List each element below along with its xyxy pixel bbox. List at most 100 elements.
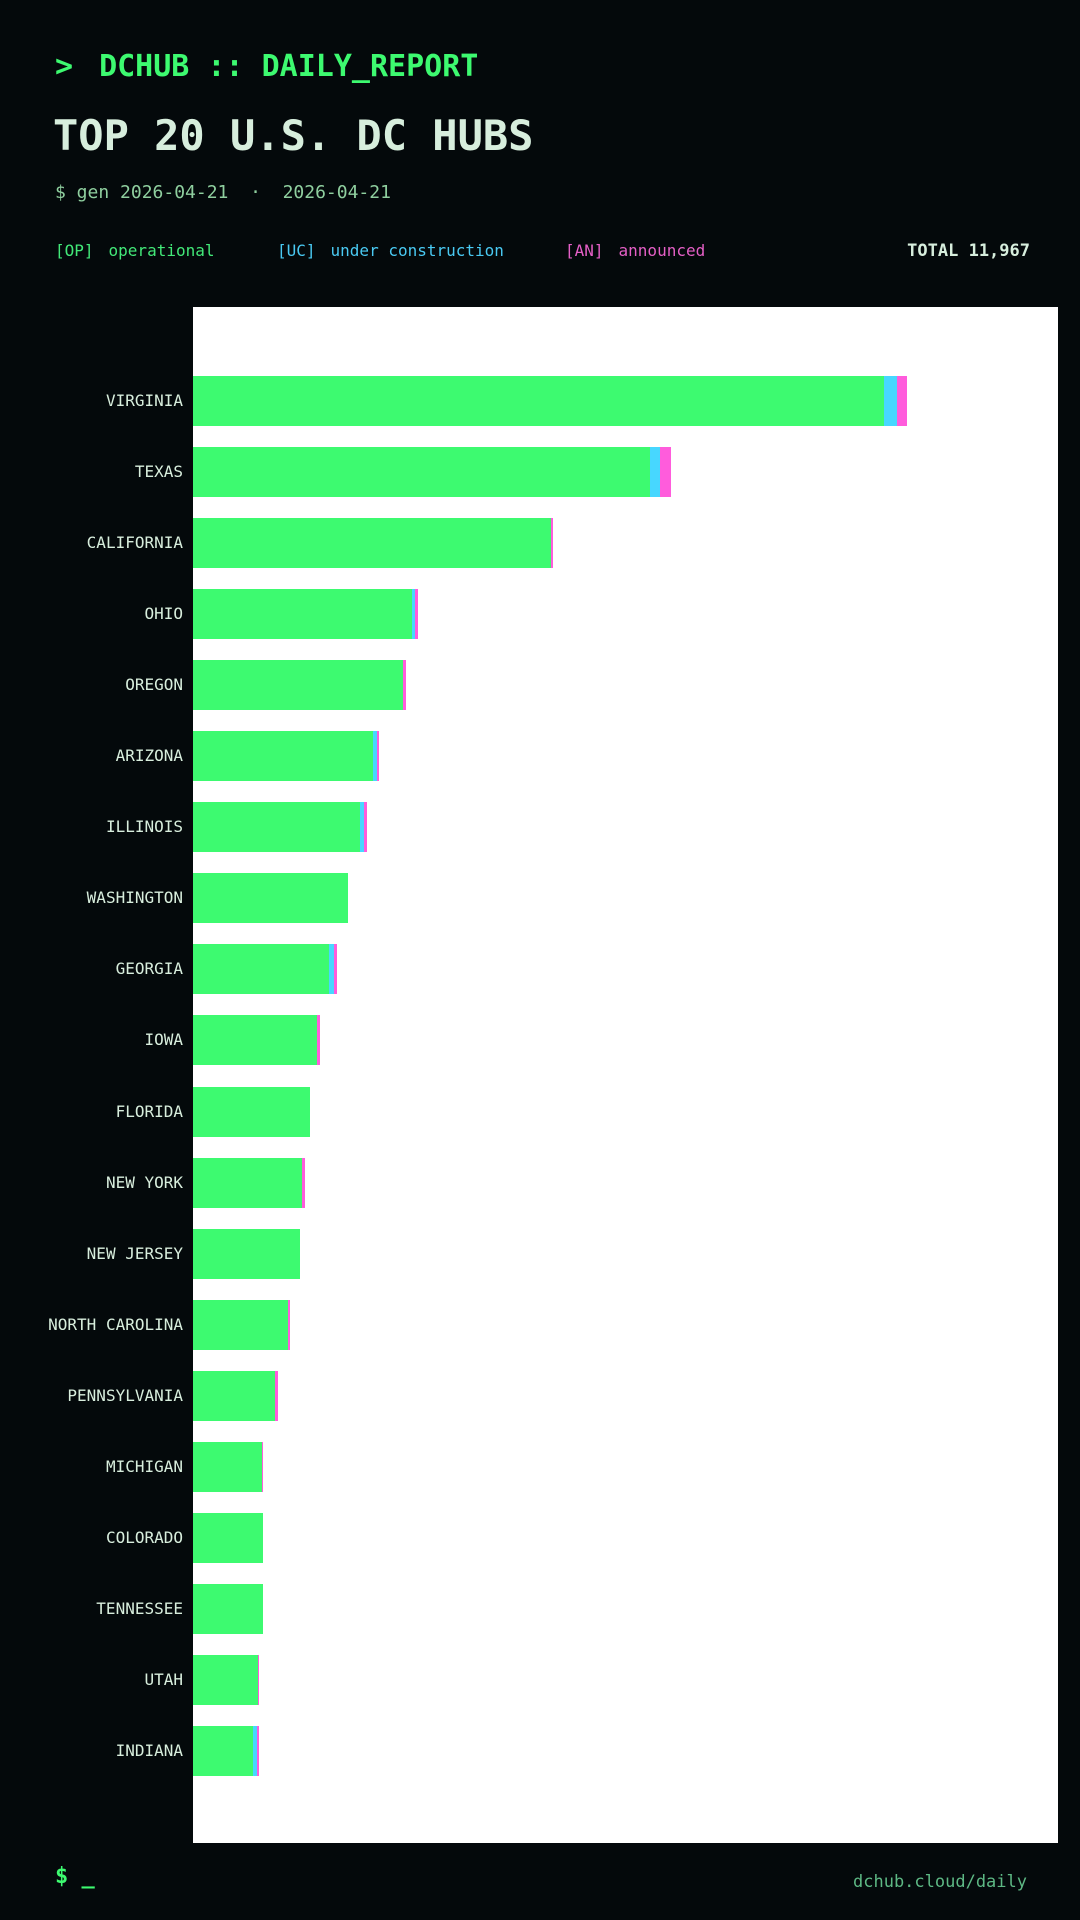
bar-tennessee [193,1584,263,1634]
category-label-oregon: OREGON [125,675,183,694]
bar-new-york [193,1158,305,1208]
category-label-new-jersey: NEW JERSEY [86,1244,183,1263]
category-label-virginia: VIRGINIA [105,391,183,410]
category-label-michigan: MICHIGAN [105,1457,183,1476]
bar-michigan [193,1442,263,1492]
category-label-pennsylvania: PENNSYLVANIA [67,1386,183,1405]
bar-segment-operational [193,1015,317,1065]
bar-segment-under-construction [253,1726,257,1776]
app-header: > DCHUB :: DAILY_REPORT [55,50,478,83]
bar-washington [193,873,348,923]
bar-florida [193,1087,310,1137]
legend-label: operational [108,241,215,260]
category-labels-panel: VIRGINIA TEXAS CALIFORNIA OHIO OREGON ARIZONA… [0,307,183,1843]
bar-segment-under-construction [411,589,416,639]
bar-segment-operational [193,731,374,781]
bar-segment-operational [193,518,551,568]
bar-segment-announced [551,518,554,568]
legend-tag: [AN] [565,241,604,260]
bar-segment-under-construction [328,944,334,994]
category-label-utah: UTAH [144,1670,183,1689]
bar-segment-operational [193,873,348,923]
bar-segment-operational [193,447,650,497]
legend-label: announced [618,241,706,260]
chart-plot-area [193,307,1058,1843]
category-label-ohio: OHIO [144,604,183,623]
category-label-california: CALIFORNIA [86,533,183,552]
app-title: DCHUB :: DAILY_REPORT [99,49,479,84]
bar-segment-under-construction [373,731,377,781]
bar-segment-operational [193,1087,310,1137]
bar-segment-operational [193,1229,300,1279]
bar-segment-under-construction [649,447,661,497]
bar-segment-under-construction [883,376,897,426]
legend-item-under-construction: [UC] under construction [277,241,504,260]
generated-date-line: $ gen 2026-04-21 · 2026-04-21 [55,182,391,203]
bar-segment-operational [193,1371,275,1421]
bar-segment-announced [316,1015,321,1065]
terminal-cursor: $ _ [55,1864,95,1889]
category-label-iowa: IOWA [144,1030,183,1049]
footer-link[interactable]: dchub.cloud/daily [853,1872,1027,1892]
bar-segment-announced [415,589,418,639]
legend-row: TOTAL 11,967 [OP] operational [UC] under co… [55,241,1030,265]
category-label-indiana: INDIANA [115,1741,183,1760]
bar-segment-announced [302,1158,305,1208]
bar-segment-announced [287,1300,291,1350]
bar-segment-operational [193,376,884,426]
category-label-arizona: ARIZONA [115,746,183,765]
bar-indiana [193,1726,260,1776]
bar-pennsylvania [193,1371,279,1421]
bar-segment-operational [193,1584,263,1634]
page-title: TOP 20 U.S. DC HUBS [53,111,534,160]
total-count: TOTAL 11,967 [907,241,1030,261]
bar-segment-announced [376,731,380,781]
category-label-florida: FLORIDA [115,1102,183,1121]
bar-segment-operational [193,660,404,710]
bar-iowa [193,1015,321,1065]
legend-item-operational: [OP] operational [55,241,215,260]
bar-segment-under-construction [360,802,364,852]
bar-segment-announced [333,944,338,994]
bar-segment-announced [363,802,368,852]
bar-segment-announced [403,660,406,710]
bar-segment-operational [193,1442,262,1492]
bar-oregon [193,660,406,710]
bar-segment-announced [256,1726,260,1776]
category-label-new-york: NEW YORK [105,1173,183,1192]
bar-north-carolina [193,1300,291,1350]
bar-ohio [193,589,418,639]
bar-segment-operational [193,944,329,994]
category-label-tennessee: TENNESSEE [96,1599,183,1618]
bar-segment-operational [193,1513,263,1563]
bar-arizona [193,731,380,781]
bar-segment-operational [193,1158,303,1208]
bar-segment-operational [193,1300,288,1350]
legend-label: under construction [330,241,504,260]
bar-utah [193,1655,260,1705]
terminal-prompt-icon: > [55,49,74,84]
bar-segment-announced [274,1371,279,1421]
bar-illinois [193,802,368,852]
bar-california [193,518,554,568]
bar-texas [193,447,672,497]
bar-virginia [193,376,907,426]
bar-segment-announced [257,1655,260,1705]
bar-segment-operational [193,589,412,639]
category-label-illinois: ILLINOIS [105,817,183,836]
bar-new-jersey [193,1229,300,1279]
category-label-colorado: COLORADO [105,1528,183,1547]
legend-item-announced: [AN] announced [565,241,705,260]
bar-segment-announced [896,376,907,426]
category-label-north-carolina: NORTH CAROLINA [48,1315,183,1334]
bar-segment-operational [193,1726,254,1776]
bar-segment-announced [660,447,672,497]
category-label-texas: TEXAS [134,462,183,481]
legend-tag: [OP] [55,241,94,260]
bar-georgia [193,944,338,994]
bar-segment-operational [193,1655,258,1705]
bar-segment-announced [261,1442,263,1492]
bar-colorado [193,1513,263,1563]
category-label-washington: WASHINGTON [86,888,183,907]
